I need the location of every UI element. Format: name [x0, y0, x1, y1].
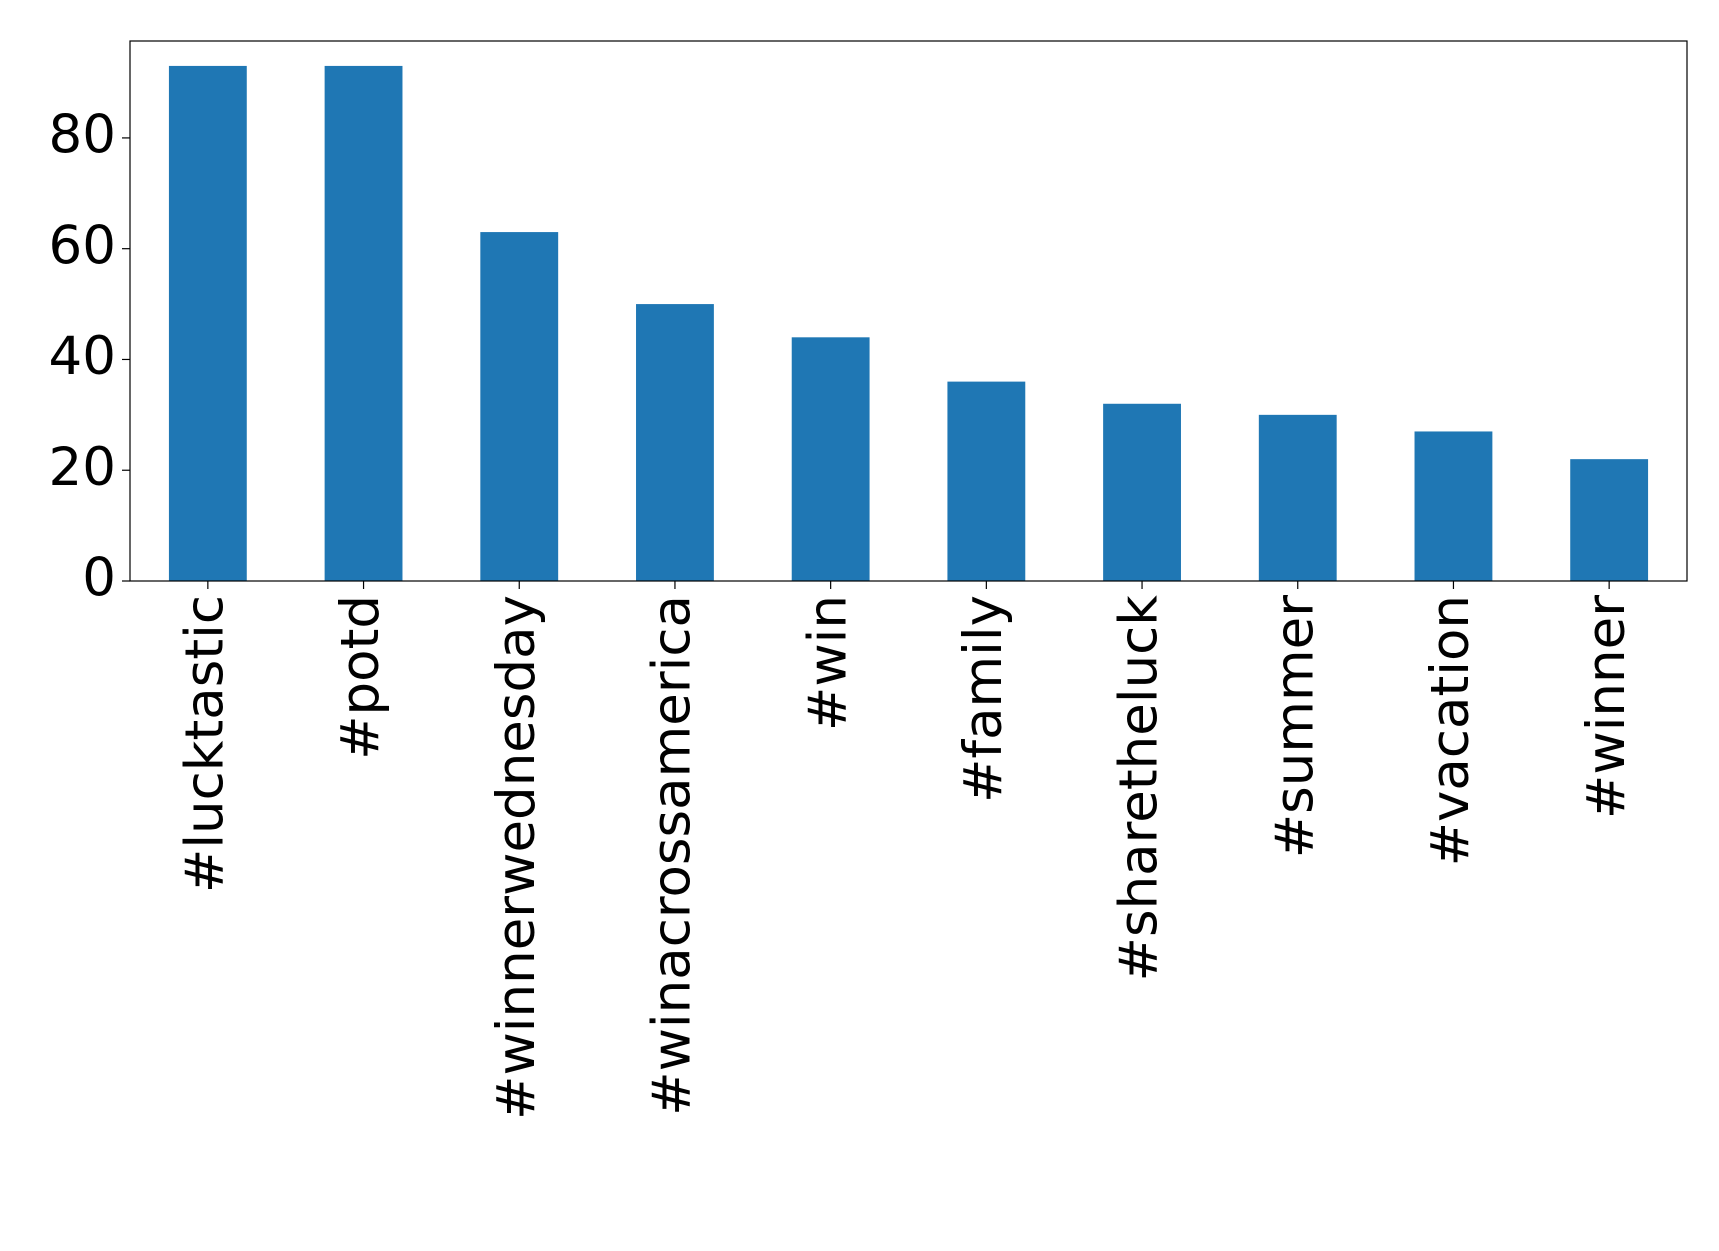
- x-tick-label: #winner: [1576, 595, 1637, 819]
- bar: [1570, 459, 1649, 581]
- x-tick-label: #winacrossamerica: [642, 595, 703, 1116]
- x-tick-label: #family: [953, 595, 1014, 803]
- x-tick-label: #summer: [1264, 595, 1325, 858]
- bar: [636, 304, 714, 581]
- x-tick-label: #sharetheluck: [1109, 595, 1170, 982]
- x-tick-label: #winnerwednesday: [486, 595, 547, 1120]
- plot-frame: [129, 40, 1688, 582]
- bar: [1414, 431, 1493, 581]
- bar: [324, 65, 403, 581]
- y-tick-label: 60: [49, 215, 116, 276]
- bar: [1103, 403, 1181, 581]
- bar: [168, 65, 247, 581]
- x-tick-label: #potd: [330, 595, 391, 760]
- x-tick-label: #win: [797, 595, 858, 731]
- bar: [791, 337, 870, 581]
- x-tick-label: #lucktastic: [174, 595, 235, 893]
- bar: [1258, 414, 1337, 581]
- y-tick-label: 20: [49, 437, 116, 498]
- y-tick-label: 40: [49, 326, 116, 387]
- y-tick-label: 0: [82, 548, 116, 609]
- x-tick-label: #vacation: [1420, 595, 1481, 866]
- bar: [480, 232, 559, 582]
- y-tick-label: 80: [49, 105, 116, 166]
- bar: [947, 381, 1026, 581]
